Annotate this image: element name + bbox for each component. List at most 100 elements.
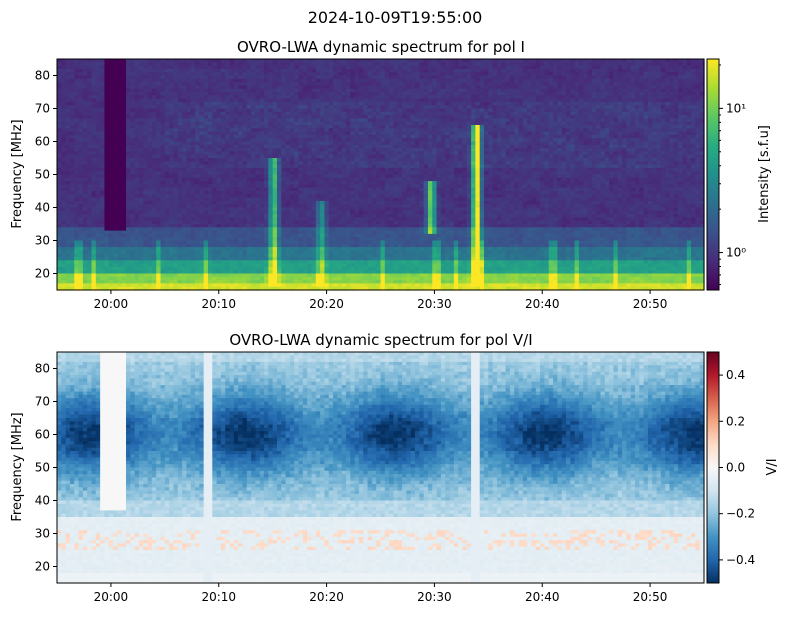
heatmap-cell (596, 115, 602, 119)
heatmap-cell (587, 115, 593, 119)
heatmap-cell (630, 85, 636, 90)
heatmap-cell (143, 92, 149, 96)
heatmap-cell (406, 82, 412, 86)
heatmap-cell (427, 68, 433, 73)
heatmap-cell (57, 59, 62, 63)
heatmap-cell (488, 92, 494, 96)
heatmap-cell (363, 108, 369, 113)
heatmap-cell (445, 128, 451, 133)
heatmap-cell (95, 88, 101, 93)
heatmap-cell (423, 108, 429, 113)
heatmap-cell (281, 65, 287, 70)
heatmap-cell (259, 101, 265, 106)
heatmap-cell (238, 65, 244, 70)
heatmap-cell (419, 65, 425, 70)
heatmap-cell (169, 98, 175, 103)
heatmap-cell (233, 68, 239, 73)
heatmap-cell (164, 59, 170, 63)
heatmap-cell (320, 72, 326, 77)
heatmap-cell (471, 111, 476, 116)
heatmap-cell (126, 72, 131, 77)
heatmap-cell (259, 118, 265, 123)
heatmap-cell (565, 118, 571, 123)
heatmap-cell (505, 118, 511, 123)
heatmap-cell (376, 121, 382, 126)
heatmap-cell (561, 134, 567, 139)
heatmap-cell (203, 95, 209, 100)
heatmap-cell (61, 75, 67, 80)
heatmap-cell (195, 98, 200, 103)
heatmap-cell (126, 125, 131, 129)
heatmap-cell (160, 95, 166, 100)
heatmap-cell (518, 121, 524, 126)
heatmap-cell (492, 111, 498, 116)
heatmap-cell (652, 78, 658, 83)
heatmap-cell (509, 62, 515, 67)
heatmap-cell (514, 98, 520, 103)
heatmap-cell (578, 65, 584, 70)
heatmap-cell (553, 105, 558, 110)
heatmap-cell (69, 98, 75, 103)
heatmap-cell (406, 92, 412, 96)
heatmap-cell (509, 128, 515, 133)
heatmap-cell (384, 98, 390, 103)
heatmap-cell (285, 134, 291, 139)
heatmap-cell (553, 59, 558, 63)
heatmap-cell (216, 134, 222, 139)
heatmap-cell (117, 72, 123, 77)
heatmap-cell (484, 134, 489, 139)
heatmap-cell (415, 118, 420, 123)
heatmap-cell (496, 125, 502, 129)
heatmap-cell (199, 59, 205, 63)
heatmap-cell (229, 101, 235, 106)
heatmap-cell (578, 82, 584, 86)
heatmap-cell (501, 105, 507, 110)
heatmap-cell (686, 111, 692, 116)
heatmap-cell (333, 98, 338, 103)
heatmap-cell (436, 118, 442, 123)
heatmap-cell (220, 88, 226, 93)
heatmap-cell (117, 115, 123, 119)
heatmap-cell (518, 72, 524, 77)
heatmap-cell (272, 128, 278, 133)
heatmap-cell (358, 108, 364, 113)
heatmap-cell (596, 134, 602, 139)
heatmap-cell (496, 105, 502, 110)
heatmap-cell (626, 88, 632, 93)
heatmap-cell (604, 59, 610, 63)
heatmap-cell (522, 118, 528, 123)
heatmap-cell (574, 95, 580, 100)
heatmap-cell (363, 101, 369, 106)
heatmap-cell (276, 85, 282, 90)
heatmap-cell (100, 88, 106, 93)
heatmap-cell (143, 98, 149, 103)
heatmap-cell (57, 78, 62, 83)
heatmap-cell (639, 65, 645, 70)
heatmap-cell (259, 95, 265, 100)
heatmap-cell (337, 134, 343, 139)
heatmap-cell (622, 78, 627, 83)
heatmap-cell (604, 105, 610, 110)
heatmap-cell (673, 62, 679, 67)
heatmap-cell (410, 88, 416, 93)
heatmap-cell (453, 72, 459, 77)
heatmap-cell (596, 131, 602, 136)
heatmap-cell (643, 125, 649, 129)
heatmap-cell (613, 75, 619, 80)
heatmap-cell (565, 82, 571, 86)
heatmap-cell (324, 75, 330, 80)
heatmap-cell (548, 111, 554, 116)
heatmap-cell (341, 134, 347, 139)
heatmap-cell (376, 101, 382, 106)
heatmap-cell (57, 85, 62, 90)
heatmap-cell (238, 95, 244, 100)
heatmap-cell (276, 118, 282, 123)
heatmap-cell (160, 72, 166, 77)
heatmap-cell (673, 118, 679, 123)
heatmap-cell (337, 62, 343, 67)
heatmap-cell (324, 59, 330, 63)
heatmap-cell (130, 111, 136, 116)
heatmap-cell (95, 92, 101, 96)
heatmap-cell (138, 115, 144, 119)
heatmap-cell (535, 68, 541, 73)
